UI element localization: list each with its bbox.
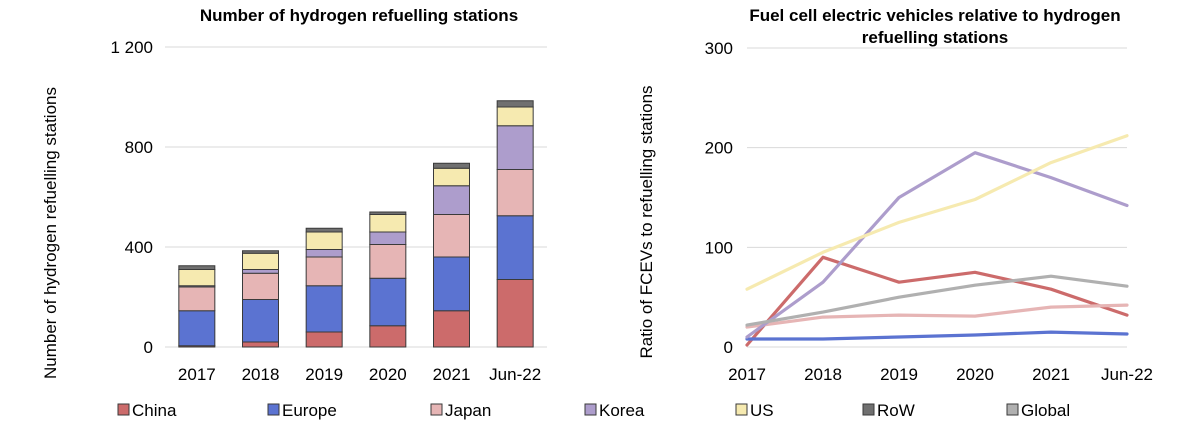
legend-item-china: China	[117, 401, 177, 420]
legend-label: Japan	[445, 401, 491, 420]
right-y-axis-title: Ratio of FCEVs to refuelling stations	[637, 85, 656, 358]
left-x-tick-label: 2018	[242, 365, 280, 384]
bar-japan-2020	[369, 244, 407, 279]
left-bars	[178, 100, 534, 348]
left-x-tick-labels: 2017 2018 2019 2020 2021 Jun-22	[178, 365, 541, 384]
bar-row-2019	[305, 227, 343, 233]
legend-swatch	[430, 403, 443, 416]
bar-korea-2020	[369, 231, 407, 245]
bar-japan-2017	[178, 286, 216, 312]
left-y-tick-label: 1 200	[110, 38, 153, 57]
bar-japan-jun-22	[496, 169, 534, 217]
legend-label: Europe	[282, 401, 337, 420]
bar-europe-2018	[242, 299, 279, 343]
right-x-tick-label: Jun-22	[1101, 365, 1153, 384]
bar-europe-2019	[305, 285, 343, 333]
left-y-tick-label: 800	[125, 138, 153, 157]
bar-china-2021	[433, 310, 470, 348]
right-chart-title-line2: refuelling stations	[862, 28, 1008, 47]
bar-china-jun-22	[496, 279, 534, 348]
bar-china-2020	[369, 325, 407, 348]
legend: China Europe Japan Korea US RoW Global	[117, 401, 1070, 420]
left-y-tick-label: 0	[144, 338, 153, 357]
bar-korea-jun-22	[496, 125, 534, 170]
left-x-tick-label: 2020	[369, 365, 407, 384]
bar-us-2017	[178, 269, 216, 287]
legend-item-us: US	[735, 401, 774, 420]
bar-row-2021	[433, 162, 470, 169]
legend-item-japan: Japan	[430, 401, 491, 420]
line-europe	[745, 330, 1129, 341]
bar-europe-2017	[178, 310, 216, 347]
left-y-tick-label: 400	[125, 238, 153, 257]
left-x-tick-label: Jun-22	[489, 365, 541, 384]
bar-us-jun-22	[496, 106, 534, 127]
line-us	[745, 134, 1129, 291]
legend-item-global: Global	[1006, 401, 1070, 420]
right-y-tick-label: 0	[724, 338, 733, 357]
bar-us-2021	[433, 167, 470, 187]
line-chart: Fuel cell electric vehicles relative to …	[637, 6, 1153, 384]
right-series-lines	[745, 134, 1129, 347]
right-y-tick-label: 300	[705, 39, 733, 58]
bar-us-2018	[242, 252, 279, 270]
bar-row-2018	[242, 250, 279, 254]
left-gridlines	[165, 46, 547, 348]
stacked-bar-chart: Number of hydrogen refuelling stations N…	[41, 6, 547, 384]
left-y-tick-labels: 0 400 800 1 200	[110, 38, 153, 357]
legend-item-row: RoW	[862, 401, 915, 420]
bar-korea-2018	[242, 269, 279, 274]
right-x-tick-label: 2018	[804, 365, 842, 384]
right-y-tick-labels: 0 100 200 300	[705, 39, 733, 357]
right-x-tick-label: 2019	[880, 365, 918, 384]
right-y-tick-label: 100	[705, 238, 733, 257]
bar-china-2019	[305, 331, 343, 348]
bar-europe-2021	[433, 256, 470, 312]
line-global	[745, 274, 1129, 327]
legend-swatch	[267, 403, 280, 416]
legend-item-europe: Europe	[267, 401, 337, 420]
right-x-tick-label: 2020	[956, 365, 994, 384]
right-x-tick-label: 2021	[1032, 365, 1070, 384]
line-china	[745, 255, 1129, 347]
legend-label: US	[750, 401, 774, 420]
bar-row-2017	[178, 265, 216, 270]
legend-swatch	[584, 403, 597, 416]
legend-swatch	[1006, 403, 1019, 416]
legend-label: Korea	[599, 401, 645, 420]
right-gridlines	[747, 47, 1127, 348]
legend-swatch	[862, 403, 875, 416]
right-x-tick-label: 2017	[728, 365, 766, 384]
bar-row-jun-22	[496, 100, 534, 108]
line-japan	[745, 303, 1129, 329]
legend-swatch	[735, 403, 748, 416]
bar-row-2020	[369, 211, 407, 215]
bar-korea-2021	[433, 185, 470, 215]
right-y-tick-label: 200	[705, 139, 733, 158]
right-chart-title-line1: Fuel cell electric vehicles relative to …	[749, 6, 1120, 25]
left-y-axis-title: Number of hydrogen refuelling stations	[41, 87, 60, 379]
bar-japan-2018	[242, 272, 279, 300]
legend-label: China	[132, 401, 177, 420]
bar-japan-2019	[305, 256, 343, 287]
left-x-tick-label: 2021	[433, 365, 471, 384]
left-x-tick-label: 2019	[305, 365, 343, 384]
bar-korea-2019	[305, 249, 343, 258]
bar-us-2019	[305, 231, 343, 250]
bar-us-2020	[369, 214, 407, 233]
legend-label: RoW	[877, 401, 915, 420]
bar-china-2018	[242, 341, 279, 348]
line-korea	[745, 151, 1129, 339]
legend-item-korea: Korea	[584, 401, 645, 420]
bar-europe-jun-22	[496, 215, 534, 280]
right-x-tick-labels: 2017 2018 2019 2020 2021 Jun-22	[728, 365, 1153, 384]
bar-europe-2020	[369, 277, 407, 327]
left-x-tick-label: 2017	[178, 365, 216, 384]
legend-swatch	[117, 403, 130, 416]
bar-japan-2021	[433, 214, 470, 258]
legend-label: Global	[1021, 401, 1070, 420]
left-chart-title: Number of hydrogen refuelling stations	[200, 6, 518, 25]
